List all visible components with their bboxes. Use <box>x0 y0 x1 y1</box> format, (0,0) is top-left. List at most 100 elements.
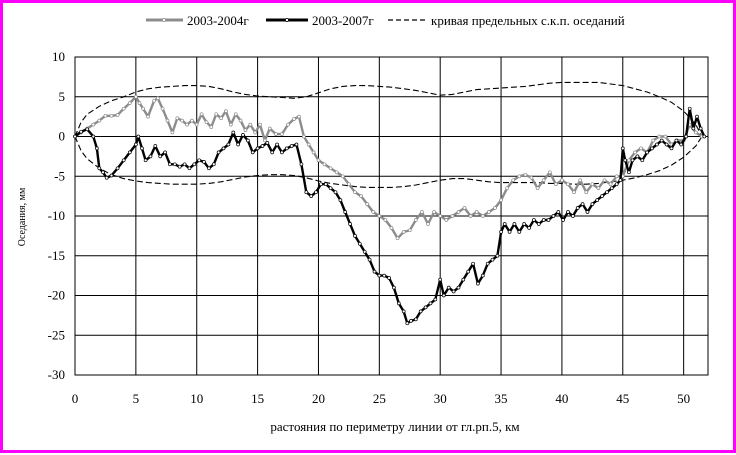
series-2003-2004-point <box>322 162 327 167</box>
series-2003-2004-point <box>456 210 461 214</box>
series-2003-2007-point <box>546 218 551 222</box>
y-axis-label: Оседания, мм <box>17 187 28 246</box>
series-2003-2004-point <box>146 114 150 119</box>
series-2003-2004-point <box>389 226 394 230</box>
series-2003-2007-point <box>561 218 565 222</box>
x-tick-label: 35 <box>495 391 508 406</box>
series-2003-2004-point <box>316 158 321 163</box>
series-2003-2007-point <box>490 257 495 262</box>
series-2003-2007-point <box>405 321 410 326</box>
series-2003-2007-point <box>216 150 221 155</box>
series-2003-2004-point <box>639 146 643 151</box>
series-2003-2007-point <box>382 273 387 278</box>
series-2003-2004-point <box>97 118 102 123</box>
series-2003-2004-point <box>185 122 189 127</box>
series-2003-2007-point <box>605 190 609 195</box>
series-2003-2004-point <box>170 130 175 135</box>
series-2003-2004-point <box>103 113 108 118</box>
series-2003-2004-point <box>499 198 503 202</box>
series-2003-2007-point <box>409 319 413 323</box>
series-2003-2007-point <box>115 166 120 171</box>
series-2003-2007-point <box>294 142 299 147</box>
gridlines <box>74 56 708 376</box>
series-2003-2004-point <box>693 130 698 135</box>
series-2003-2004-point <box>233 112 238 117</box>
series-2003-2004-point <box>480 214 485 218</box>
series-2003-2007-point <box>255 146 260 151</box>
series-2003-2007-point <box>476 281 480 286</box>
series-2003-2004-point <box>407 228 412 233</box>
series-2003-2004-point <box>204 120 209 125</box>
series-2003-2004-point <box>347 182 351 187</box>
series-2003-2004-point <box>413 218 418 222</box>
series-2003-2007-point <box>600 194 604 198</box>
series-2003-2004-point <box>194 122 199 127</box>
legend: 2003-2004г 2003-2007г кривая предельных … <box>146 13 625 28</box>
series-2003-2004-point <box>401 230 406 234</box>
series-2003-2004-point <box>121 106 126 111</box>
series-2003-2007-point <box>163 150 167 155</box>
series-2003-2007-point <box>309 194 314 198</box>
series-2003-2007-point <box>580 202 585 206</box>
series-2003-2007-point <box>679 142 684 147</box>
series-2003-2007-point <box>270 150 275 155</box>
series-2003-2004-point <box>160 106 165 111</box>
series-2003-2007-point <box>541 218 546 222</box>
series-2003-2007-point <box>441 293 446 298</box>
series-2003-2004-point <box>444 218 449 222</box>
series-2003-2004-point <box>614 174 619 179</box>
series-2003-2007-point <box>466 269 471 274</box>
legend-label-limit: кривая предельных с.к.п. оседаний <box>431 13 625 28</box>
x-tick-label: 15 <box>251 391 264 406</box>
series-2003-2004-point <box>137 101 142 105</box>
series-2003-2004-point <box>663 134 668 139</box>
series-2003-2007-point <box>512 222 517 226</box>
legend-marker-2003-2004 <box>161 17 166 22</box>
series-2003-2007-point <box>79 129 83 134</box>
series-2003-2007-point <box>614 182 619 187</box>
series-2003-2007-point <box>211 162 216 167</box>
series-2003-2007-point <box>153 144 158 148</box>
series-2003-2007-point <box>669 146 674 151</box>
series-2003-2004-point <box>311 150 316 155</box>
series-2003-2007-point <box>275 142 279 147</box>
series-2003-2007-point <box>522 222 527 226</box>
series-2003-2007-point <box>485 261 490 266</box>
x-tick-label: 50 <box>677 391 690 406</box>
series-2003-2007-point <box>85 127 90 132</box>
series-2003-2004-point <box>535 186 540 191</box>
y-tick-label: -5 <box>54 168 65 183</box>
series-2003-2004-point <box>627 158 631 163</box>
series-2003-2007-point <box>148 154 153 159</box>
series-2003-2004-point <box>286 122 290 127</box>
series-2003-2004-point <box>238 118 243 123</box>
series-2003-2007-point <box>640 158 645 163</box>
series-2003-2007-point <box>571 214 575 218</box>
series-2003-2004-point <box>280 132 284 136</box>
series-2003-2004-point <box>297 114 301 119</box>
series-2003-2007-point <box>260 144 265 148</box>
x-axis-label: растояния по периметру линии от гл.рп.5,… <box>270 419 519 434</box>
series-2003-2004-point <box>468 214 473 218</box>
series-2003-2004-point <box>578 178 583 183</box>
chart-svg: 2003-2004г 2003-2007г кривая предельных … <box>17 13 709 434</box>
series-2003-2007-point <box>158 154 163 159</box>
series-2003-2004-point <box>359 194 363 198</box>
series-2003-2007-point <box>202 160 206 164</box>
series-2003-2007-point <box>590 202 595 206</box>
series-2003-2004-point <box>657 134 662 139</box>
series-2003-2007-point <box>367 257 372 262</box>
series-2003-2004-point <box>450 214 455 218</box>
y-tick-labels: 10 5 0 -5 -10 -15 -20 -25 -30 <box>48 49 65 382</box>
series-2003-2004-point <box>243 128 248 132</box>
series-2003-2007-point <box>691 126 696 131</box>
series-2003-2007-point <box>284 146 289 151</box>
series-2003-2007-point <box>127 150 132 155</box>
series-2003-2007-point <box>620 146 625 151</box>
series-2003-2004-point <box>651 138 656 143</box>
series-2003-2004-point <box>590 182 595 187</box>
series-2003-2004-point <box>199 112 204 117</box>
series-2003-2004-point <box>109 113 114 118</box>
series-2003-2007-point <box>104 175 109 180</box>
series-2003-2004-point <box>541 178 546 183</box>
